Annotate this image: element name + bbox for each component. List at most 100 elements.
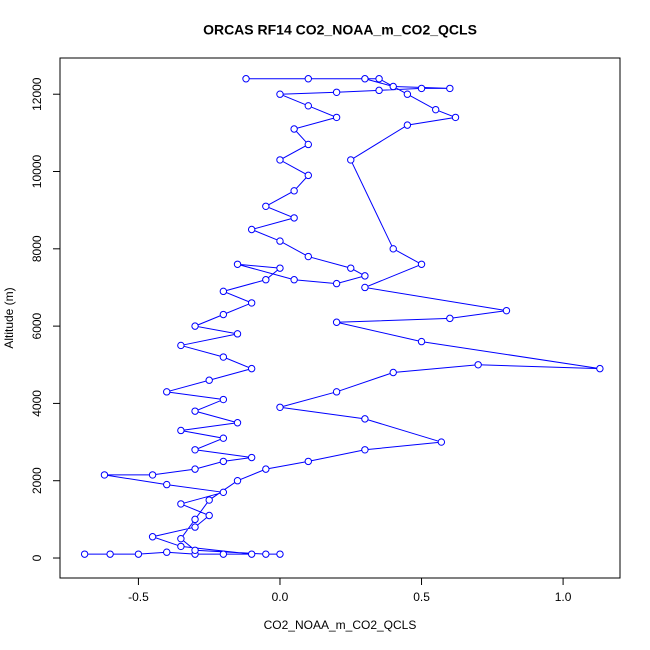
point [177,500,185,508]
point [276,237,284,245]
point [361,283,369,292]
point [191,515,199,524]
point [474,361,482,369]
y-tick-label: 6000 [30,312,44,339]
point [290,187,298,195]
point [375,75,383,83]
point [247,364,256,373]
point [389,368,397,377]
point [191,546,199,554]
point [262,465,270,473]
point [403,121,412,129]
point [290,276,298,284]
point [304,75,312,83]
point [233,419,242,427]
point [177,542,185,551]
point [177,426,185,435]
point [262,276,270,284]
point [332,279,341,288]
point [276,90,284,98]
point [290,214,298,222]
point [361,75,369,83]
point [262,550,270,558]
y-tick-label: 0 [30,554,44,561]
point [247,299,256,307]
point [219,488,228,497]
x-tick-label: 1.0 [555,590,572,604]
point [247,550,256,558]
point [276,156,284,164]
chart-title: ORCAS RF14 CO2_NOAA_m_CO2_QCLS [203,22,477,38]
point [290,125,298,133]
point [361,272,369,280]
point [134,550,143,558]
point [304,140,312,149]
point [163,480,171,489]
point [502,306,511,315]
point [417,337,426,346]
point [262,202,270,211]
point [417,260,426,268]
point [596,364,604,373]
point [304,171,312,180]
point [219,395,228,404]
point [233,477,242,485]
point [219,353,228,361]
point [417,84,426,93]
point [205,511,213,520]
point [191,446,199,454]
y-tick-label: 10000 [30,155,44,189]
point [451,113,460,122]
point [191,322,199,330]
point [437,438,446,446]
x-tick-label: 0.5 [413,590,430,604]
x-tick-label: 0.0 [272,590,289,604]
point [219,287,228,296]
point [332,318,341,326]
point [233,330,242,338]
point [191,465,199,473]
point [446,314,454,323]
point [304,102,312,110]
point [304,252,312,261]
point [375,86,383,95]
series-line [84,78,600,555]
point [332,113,341,122]
point [403,90,412,98]
point [219,550,228,558]
y-tick-label: 4000 [30,390,44,417]
y-tick-label: 8000 [30,235,44,262]
point [247,453,256,462]
point [163,548,171,556]
point [205,496,213,504]
point [191,523,199,531]
point [347,264,355,272]
point [148,533,157,541]
point [361,446,369,454]
point [247,225,256,234]
point [148,471,157,479]
plot-frame [59,57,621,579]
point [242,75,250,83]
point [106,550,114,558]
point [332,88,341,96]
x-axis-label: CO2_NOAA_m_CO2_QCLS [264,618,417,632]
point [389,82,397,91]
point [276,264,284,272]
point [219,434,228,442]
point [361,415,369,423]
point [276,403,284,411]
point [304,457,312,466]
point [389,245,397,253]
point [80,550,89,558]
y-tick-label: 12000 [30,77,44,111]
point [219,310,228,319]
point [163,388,171,396]
x-tick-label: -0.5 [128,590,149,604]
y-axis-label: Altitude (m) [2,287,16,348]
point [233,260,242,268]
point [177,534,185,543]
point [191,407,199,415]
